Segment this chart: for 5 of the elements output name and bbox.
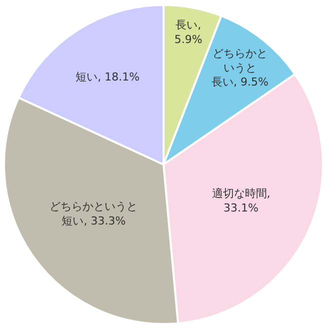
data-label: 長い, 5.9% [174,18,202,46]
data-label: どちらかというと長い, 9.5% [212,47,268,89]
data-label: 適切な時間, 33.1% [212,187,270,215]
data-label: 短い, 18.1% [76,70,140,84]
data-label: どちらかというと短い, 33.3% [50,200,138,228]
